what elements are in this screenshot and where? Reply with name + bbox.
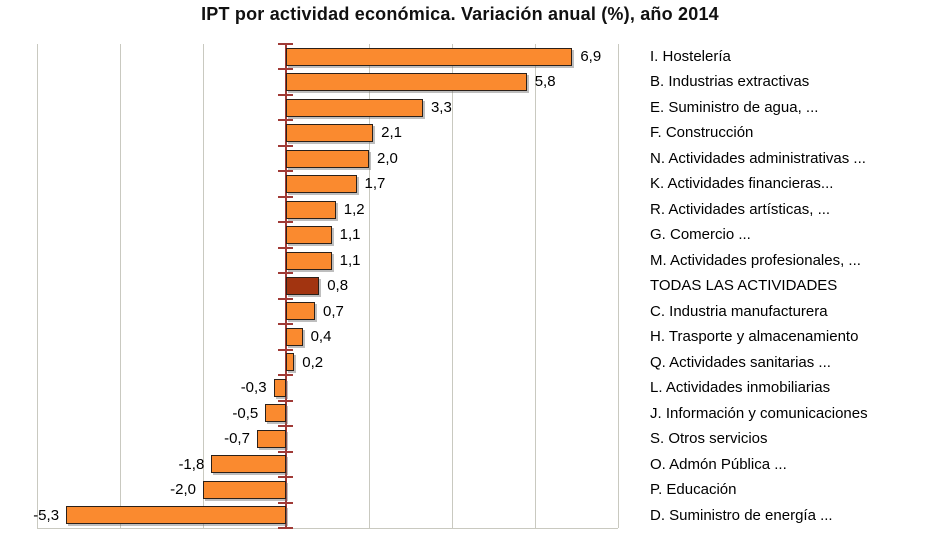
value-label: 2,0 [377,149,398,167]
category-label: R. Actividades artísticas, ... [650,200,831,218]
bar [286,98,423,117]
axis-tick [278,501,293,504]
bar [256,429,286,448]
bar [286,251,332,270]
gridline [119,44,121,528]
bar [286,149,369,168]
category-label: N. Actividades administrativas ... [650,149,866,167]
category-label: Q. Actividades sanitarias ... [650,353,831,371]
axis-tick [278,93,293,96]
category-label: B. Industrias extractivas [650,73,810,91]
axis-tick [278,246,293,249]
gridline [617,44,619,528]
value-label: -1,8 [178,455,205,473]
value-label: 1,1 [339,251,361,269]
gridline [36,44,38,528]
category-label: D. Suministro de energía ... [650,506,833,524]
value-label: -5,3 [33,506,60,524]
axis-tick [278,348,293,351]
bar [286,47,573,66]
gridline [368,44,370,528]
category-label: F. Construcción [650,124,754,142]
axis-tick [278,119,293,122]
gridline [534,44,536,528]
bar [211,455,286,474]
axis-tick [278,450,293,453]
axis-tick [278,221,293,224]
category-label: L. Actividades inmobiliarias [650,379,831,397]
bar [286,175,357,194]
axis-tick [278,527,293,529]
bar [265,404,286,423]
value-label: -0,3 [240,379,267,397]
axis-tick [278,195,293,198]
category-label: TODAS LAS ACTIVIDADES [650,277,838,295]
value-label: 1,7 [364,175,386,193]
category-label: G. Comercio ... [650,226,751,244]
category-label: C. Industria manufacturera [650,302,828,320]
value-label: 2,1 [381,124,402,142]
category-label: H. Trasporte y almacenamiento [650,328,859,346]
category-label: E. Suministro de agua, ... [650,98,819,116]
value-label: 0,7 [323,302,344,320]
value-label: -2,0 [170,481,196,499]
bar [286,200,336,219]
axis-tick [278,425,293,428]
axis-tick [278,43,293,45]
axis-tick [278,323,293,326]
category-label: I. Hostelería [650,48,731,65]
gridline [451,44,453,528]
bar [286,302,316,321]
axis-tick [278,170,293,173]
value-label: 3,3 [430,98,452,116]
bar [273,378,286,397]
category-label: J. Información y comunicaciones [650,404,868,422]
axis-tick [278,476,293,479]
bar [66,506,286,525]
axis-tick [278,68,293,71]
bar [286,353,295,372]
value-label: -0,7 [224,430,250,448]
chart-title: IPT por actividad económica. Variación a… [201,4,719,24]
gridline [202,44,204,528]
value-label: 1,2 [343,200,365,218]
value-label: 0,8 [327,277,349,295]
axis-tick [278,297,293,300]
axis-tick [278,272,293,275]
category-label: M. Actividades profesionales, ... [650,251,861,269]
value-label: 0,2 [302,353,324,371]
value-label: 1,1 [339,226,361,244]
bar [203,480,286,499]
bar [286,73,527,92]
value-label: 0,4 [310,328,332,346]
category-label: O. Admón Pública ... [650,455,787,473]
value-label: -0,5 [232,404,259,422]
value-label: 6,9 [580,48,602,65]
axis-tick [278,144,293,147]
bar [286,124,374,143]
bar [286,277,320,295]
value-label: 5,8 [534,73,556,91]
category-label: K. Actividades financieras... [650,175,834,193]
category-label: P. Educación [650,481,737,499]
axis-tick [278,374,293,377]
bar [286,226,332,245]
axis-tick [278,399,293,402]
category-label: S. Otros servicios [650,430,768,448]
bar [286,327,303,346]
plot-bottom-border [37,528,618,529]
